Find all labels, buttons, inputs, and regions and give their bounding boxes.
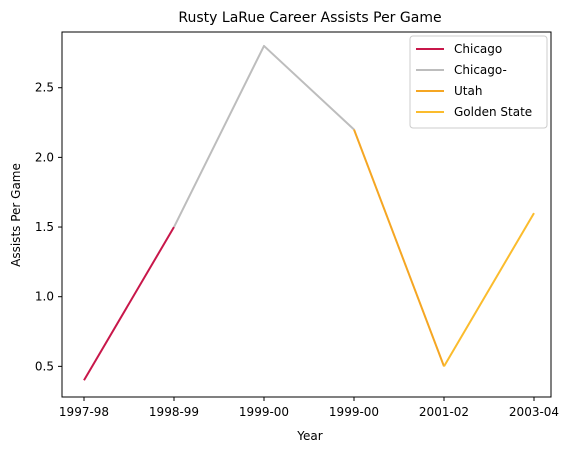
x-axis-label: Year	[296, 429, 322, 443]
legend-label: Golden State	[454, 105, 532, 119]
x-tick-label: 2003-04	[509, 405, 559, 419]
x-tick-label: 1997-98	[59, 405, 109, 419]
series-line-3	[443, 212, 535, 367]
legend-label: Chicago	[454, 42, 502, 56]
chart-title: Rusty LaRue Career Assists Per Game	[178, 10, 441, 26]
y-tick-label: 2.5	[35, 81, 54, 95]
x-tick-label: 2001-02	[419, 405, 469, 419]
series-line-2	[353, 129, 445, 367]
y-tick-label: 2.0	[35, 150, 54, 164]
x-axis-ticks: 1997-98 1998-99 1999-00 1999-00 2001-02 2003-…	[59, 397, 559, 419]
x-tick-label: 1999-00	[239, 405, 289, 419]
legend-box	[409, 35, 548, 129]
series-line-1	[173, 44, 355, 228]
y-tick-label: 1.5	[35, 220, 54, 234]
legend: Chicago Chicago- Utah Golden State	[409, 35, 548, 129]
series-line-0	[83, 226, 175, 381]
y-axis-ticks: 0.5 1.0 1.5 2.0 2.5	[35, 81, 62, 373]
x-tick-label: 1998-99	[149, 405, 199, 419]
y-axis-label: Assists Per Game	[9, 163, 23, 267]
y-tick-label: 0.5	[35, 359, 54, 373]
x-tick-label: 1999-00	[329, 405, 379, 419]
legend-label: Utah	[454, 84, 482, 98]
y-tick-label: 1.0	[35, 290, 54, 304]
series-layer	[83, 44, 535, 381]
legend-label: Chicago-	[454, 63, 507, 77]
